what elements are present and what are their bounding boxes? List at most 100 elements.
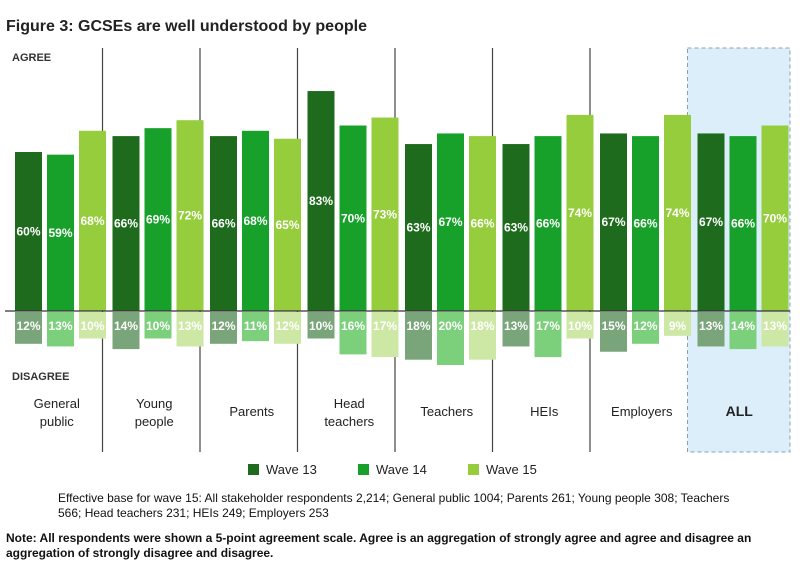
agree-value-label: 63% bbox=[504, 221, 528, 235]
agree-value-label: 74% bbox=[665, 206, 689, 220]
disagree-value-label: 16% bbox=[341, 319, 365, 333]
agree-bar bbox=[502, 144, 530, 311]
category-label: teachers bbox=[324, 414, 374, 429]
footnote: Note: All respondents were shown a 5-poi… bbox=[6, 531, 752, 560]
disagree-value-label: 13% bbox=[504, 319, 528, 333]
agree-value-label: 67% bbox=[699, 215, 723, 229]
disagree-bar bbox=[566, 312, 594, 339]
legend-swatch bbox=[468, 464, 479, 475]
agree-label: AGREE bbox=[12, 52, 51, 64]
agree-bar bbox=[47, 154, 74, 311]
disagree-value-label: 13% bbox=[763, 319, 787, 333]
agree-value-label: 83% bbox=[309, 194, 333, 208]
disagree-value-label: 14% bbox=[731, 319, 755, 333]
disagree-value-label: 18% bbox=[406, 319, 430, 333]
agree-value-label: 65% bbox=[275, 218, 299, 232]
category-label: ALL bbox=[726, 403, 754, 419]
agree-bar bbox=[534, 136, 562, 311]
agree-value-label: 60% bbox=[16, 225, 40, 239]
agree-bar bbox=[697, 133, 725, 311]
agree-value-label: 66% bbox=[633, 217, 657, 231]
disagree-bar bbox=[339, 312, 367, 355]
category-label: Parents bbox=[229, 404, 274, 419]
disagree-bar bbox=[307, 312, 335, 339]
legend-label: Wave 14 bbox=[376, 462, 427, 477]
disagree-bar bbox=[502, 312, 530, 347]
disagree-value-label: 11% bbox=[244, 319, 268, 333]
agree-bar bbox=[176, 120, 204, 311]
disagree-value-label: 12% bbox=[211, 319, 235, 333]
agree-bar bbox=[371, 117, 399, 311]
disagree-value-label: 15% bbox=[601, 319, 625, 333]
agree-value-label: 72% bbox=[178, 209, 202, 223]
agree-bar bbox=[566, 114, 594, 312]
disagree-value-label: 10% bbox=[146, 319, 170, 333]
legend-swatch bbox=[248, 464, 259, 475]
disagree-bar bbox=[210, 312, 237, 344]
disagree-bar bbox=[371, 312, 399, 358]
category-label: Head bbox=[334, 396, 365, 411]
agree-bar bbox=[437, 133, 464, 311]
disagree-bar bbox=[47, 312, 74, 347]
disagree-bar bbox=[15, 312, 42, 344]
agree-bar bbox=[307, 91, 335, 311]
agree-bar bbox=[664, 114, 691, 312]
disagree-value-label: 17% bbox=[536, 319, 560, 333]
disagree-value-label: 12% bbox=[633, 319, 657, 333]
agree-value-label: 74% bbox=[568, 206, 592, 220]
category-label: Teachers bbox=[420, 404, 473, 419]
disagree-value-label: 10% bbox=[568, 319, 592, 333]
category-label: people bbox=[135, 414, 174, 429]
category-label: HEIs bbox=[530, 404, 559, 419]
disagree-bar bbox=[534, 312, 562, 358]
agree-value-label: 70% bbox=[763, 211, 787, 225]
agree-value-label: 68% bbox=[243, 214, 267, 228]
disagree-value-label: 13% bbox=[178, 319, 202, 333]
legend-label: Wave 13 bbox=[266, 462, 317, 477]
chart: 60% 12% 66% 14% 66% 12% 83% 10% 63% 18% 63% 13% 67% 1… bbox=[5, 47, 791, 477]
agree-bar bbox=[339, 125, 367, 311]
agree-value-label: 73% bbox=[373, 207, 397, 221]
disagree-value-label: 9% bbox=[669, 319, 687, 333]
disagree-value-label: 13% bbox=[48, 319, 72, 333]
disagree-bar bbox=[761, 312, 789, 347]
disagree-bar bbox=[405, 312, 432, 360]
category-labels: General public Young people Parents Head teach… bbox=[34, 396, 754, 429]
category-label: Young bbox=[136, 396, 172, 411]
disagree-bar bbox=[697, 312, 725, 347]
disagree-bar bbox=[437, 312, 464, 365]
disagree-value-label: 10% bbox=[309, 319, 333, 333]
disagree-bar bbox=[79, 312, 106, 339]
agree-value-label: 67% bbox=[438, 215, 462, 229]
disagree-bar bbox=[112, 312, 140, 350]
disagree-bar bbox=[176, 312, 204, 347]
disagree-value-label: 12% bbox=[16, 319, 40, 333]
disagree-bar bbox=[664, 312, 691, 336]
disagree-value-label: 12% bbox=[275, 319, 299, 333]
disagree-bar bbox=[274, 312, 301, 344]
disagree-value-label: 17% bbox=[373, 319, 397, 333]
agree-value-label: 59% bbox=[48, 226, 72, 240]
agree-value-label: 70% bbox=[341, 211, 365, 225]
disagree-bar bbox=[729, 312, 757, 350]
disagree-label: DISAGREE bbox=[12, 371, 69, 383]
disagree-bar bbox=[600, 312, 627, 352]
agree-value-label: 66% bbox=[211, 217, 235, 231]
agree-bar bbox=[405, 144, 432, 311]
disagree-bar bbox=[632, 312, 659, 344]
disagree-value-label: 10% bbox=[80, 319, 104, 333]
agree-value-label: 66% bbox=[470, 217, 494, 231]
agree-value-label: 68% bbox=[80, 214, 104, 228]
agree-value-label: 63% bbox=[406, 221, 430, 235]
category-label: Employers bbox=[611, 404, 673, 419]
agree-bar bbox=[729, 136, 757, 311]
agree-bar bbox=[15, 152, 42, 311]
agree-bar bbox=[242, 130, 269, 311]
disagree-value-label: 14% bbox=[114, 319, 138, 333]
agree-bar bbox=[274, 138, 301, 311]
agree-value-label: 66% bbox=[114, 217, 138, 231]
legend-swatch bbox=[358, 464, 369, 475]
category-label: public bbox=[40, 414, 74, 429]
disagree-value-label: 18% bbox=[470, 319, 494, 333]
agree-value-label: 66% bbox=[731, 217, 755, 231]
